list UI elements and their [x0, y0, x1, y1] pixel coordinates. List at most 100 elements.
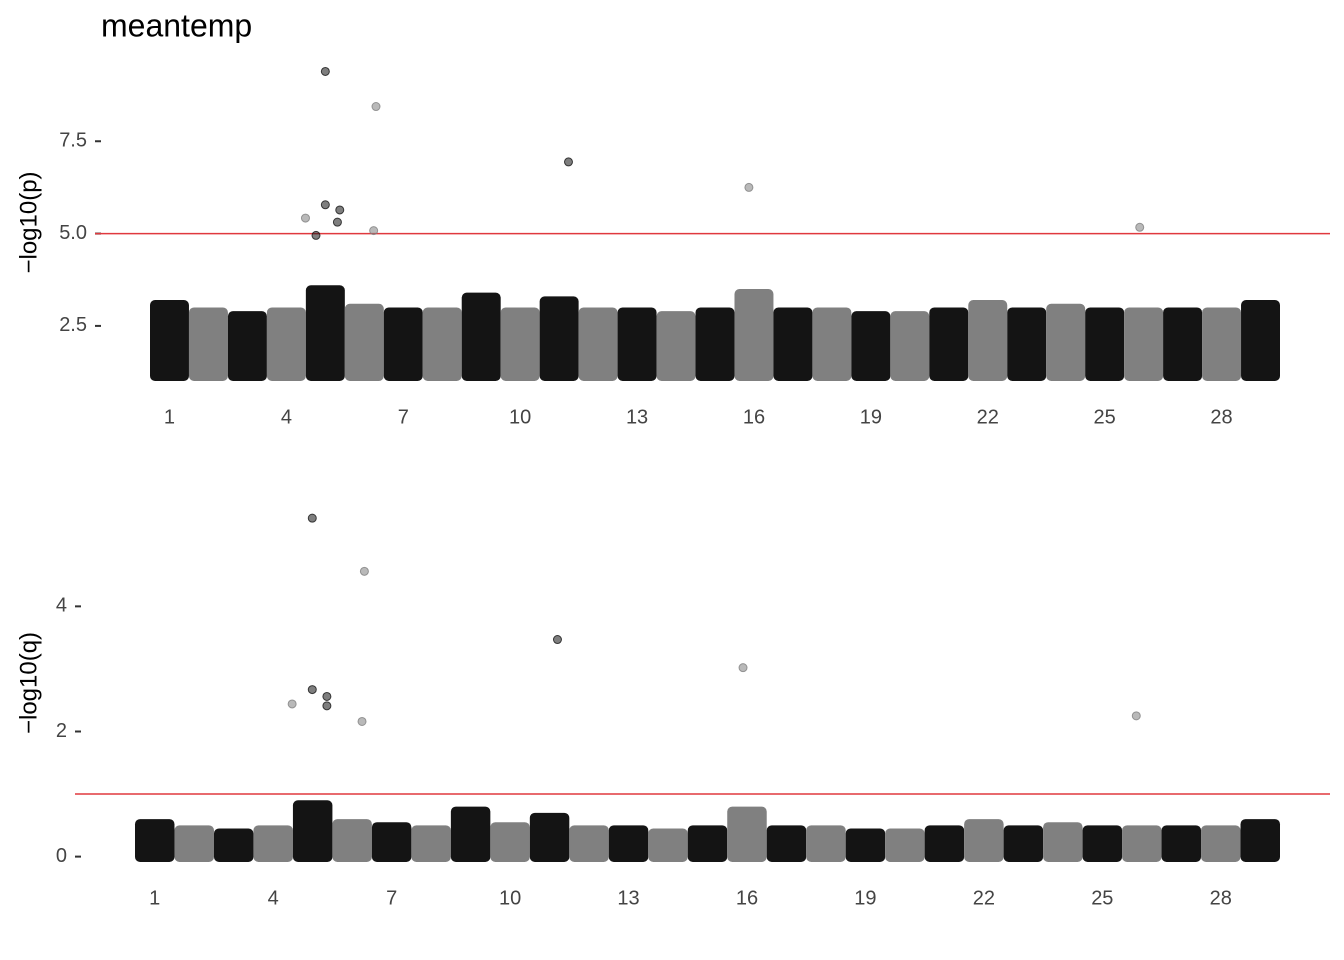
chromosome-band — [964, 819, 1004, 862]
chromosome-band — [422, 307, 462, 381]
x-tick-label: 19 — [860, 406, 882, 428]
chromosome-band — [383, 307, 423, 381]
chromosome-band — [695, 307, 735, 381]
chromosome-band — [1124, 307, 1164, 381]
chromosome-band — [687, 825, 728, 862]
chromosome-band — [1085, 307, 1125, 381]
chromosome-band — [734, 288, 774, 381]
y-tick-label: 7.5 — [59, 130, 87, 152]
chromosome-band — [608, 825, 649, 862]
snp-point — [322, 691, 332, 701]
chromosome-band — [539, 296, 579, 381]
chromosome-band — [529, 812, 570, 862]
chromosome-band — [1201, 825, 1241, 862]
chromosome-band — [150, 300, 189, 381]
chromosome-band — [174, 825, 214, 862]
chromosome-band — [569, 825, 609, 862]
x-tick-label: 16 — [743, 406, 765, 428]
chromosome-band — [766, 825, 807, 862]
y-axis-label: −log10(q) — [15, 632, 42, 734]
x-tick-label: 25 — [1091, 887, 1113, 909]
chromosome-band — [851, 311, 891, 381]
chromosome-band — [332, 819, 372, 862]
chromosome-band — [929, 307, 969, 381]
chromosome-band — [885, 828, 925, 862]
chromosome-band — [1043, 822, 1083, 862]
x-tick-label: 16 — [736, 887, 758, 909]
chromosome-band — [806, 825, 846, 862]
chromosome-band — [500, 307, 540, 381]
snp-point — [359, 566, 369, 576]
y-axis-label: −log10(p) — [15, 171, 42, 273]
snp-point — [335, 205, 345, 215]
snp-point — [371, 102, 381, 112]
chromosome-band — [227, 311, 267, 381]
x-tick-label: 10 — [499, 887, 521, 909]
snp-point — [320, 66, 330, 76]
chromosome-band — [292, 800, 333, 862]
chromosome-band — [213, 828, 254, 862]
chromosome-band — [845, 828, 886, 862]
chromosome-band — [924, 825, 965, 862]
chromosome-band — [188, 307, 228, 381]
chromosome-band — [727, 806, 767, 862]
chromosome-band — [344, 303, 384, 381]
chromosome-band — [578, 307, 618, 381]
snp-point — [744, 182, 754, 192]
snp-point — [307, 685, 317, 695]
chromosome-band — [968, 300, 1008, 381]
chromosome-band — [1202, 307, 1242, 381]
chromosome-band — [656, 311, 696, 381]
x-tick-label: 1 — [149, 887, 160, 909]
chromosome-band — [1163, 307, 1203, 381]
snp-point — [552, 635, 562, 645]
chromosome-band — [266, 307, 306, 381]
chromosome-band — [773, 307, 813, 381]
x-tick-label: 28 — [1210, 406, 1232, 428]
x-tick-label: 10 — [509, 406, 531, 428]
snp-point — [311, 230, 321, 240]
chromosome-band — [461, 292, 501, 381]
chromosome-band — [1046, 303, 1086, 381]
chromosome-band — [490, 822, 530, 862]
x-tick-label: 28 — [1210, 887, 1232, 909]
x-tick-label: 4 — [281, 406, 292, 428]
x-tick-label: 13 — [626, 406, 648, 428]
x-tick-label: 7 — [398, 406, 409, 428]
snp-point — [563, 157, 573, 167]
chromosome-band — [411, 825, 451, 862]
chromosome-band — [648, 828, 688, 862]
x-tick-label: 13 — [617, 887, 639, 909]
y-tick-label: 5.0 — [59, 222, 87, 244]
y-tick-label: 2.5 — [59, 314, 87, 336]
chromosome-band — [1161, 825, 1202, 862]
chart-title: meantemp — [101, 7, 252, 43]
chromosome-band — [371, 822, 412, 862]
x-tick-label: 4 — [268, 887, 279, 909]
chromosome-band — [253, 825, 293, 862]
snp-point — [287, 699, 297, 709]
x-tick-label: 22 — [973, 887, 995, 909]
x-tick-label: 25 — [1094, 406, 1116, 428]
chromosome-band — [1003, 825, 1044, 862]
chromosome-band — [450, 806, 491, 862]
snp-point — [738, 663, 748, 673]
x-tick-label: 1 — [164, 406, 175, 428]
snp-point — [357, 716, 367, 726]
chromosome-band — [135, 819, 175, 862]
y-tick-label: 4 — [56, 595, 67, 617]
chromosome-band — [617, 307, 657, 381]
chromosome-band — [1240, 819, 1280, 862]
snp-point — [369, 226, 379, 236]
snp-point — [300, 213, 310, 223]
chromosome-band — [305, 285, 345, 381]
y-tick-label: 2 — [56, 720, 67, 742]
chromosome-band — [1007, 307, 1047, 381]
snp-point — [1131, 711, 1141, 721]
snp-point — [1135, 222, 1145, 232]
y-tick-label: 0 — [56, 845, 67, 867]
x-tick-label: 22 — [977, 406, 999, 428]
chromosome-band — [890, 311, 930, 381]
chromosome-band — [1241, 300, 1280, 381]
